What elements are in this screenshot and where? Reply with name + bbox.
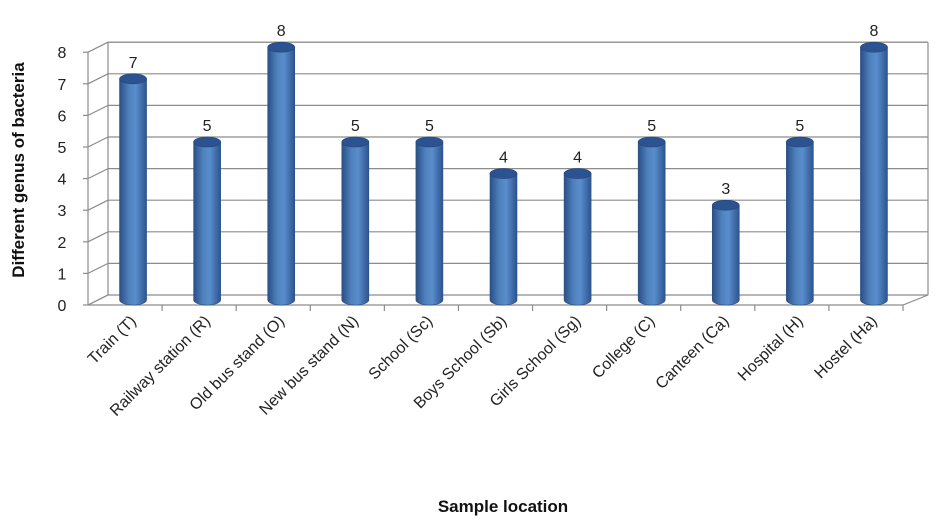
bar: [563, 168, 592, 306]
gridline-diagonal: [87, 262, 109, 274]
data-label: 3: [721, 181, 730, 198]
data-label: 5: [351, 118, 360, 135]
bar-body: [860, 46, 888, 306]
gridline-diagonal: [87, 231, 109, 243]
data-label: 4: [499, 150, 508, 167]
bar-top: [637, 136, 666, 148]
bar: [267, 41, 296, 306]
bar: [415, 136, 444, 306]
x-tick-label: Canteen (Ca): [653, 313, 733, 393]
gridline-diagonal: [87, 73, 109, 85]
y-axis-title: Different genus of bacteria: [9, 62, 28, 278]
bar: [119, 73, 147, 306]
gridline-diagonal: [87, 199, 109, 211]
bar-body: [711, 204, 740, 306]
x-tick-label: Train (T): [85, 313, 140, 368]
data-label: 4: [573, 150, 582, 167]
bars: [119, 41, 888, 306]
bar-top: [119, 73, 147, 85]
bar-top: [341, 136, 370, 148]
bar-body: [193, 141, 221, 306]
data-label: 8: [870, 23, 879, 40]
gridline-diagonal: [87, 136, 109, 148]
bar: [860, 41, 888, 306]
floor: [87, 294, 929, 306]
x-tick-label: Hostel (Ha): [812, 313, 881, 382]
bar: [341, 136, 370, 306]
y-tick-label: 8: [58, 45, 67, 62]
axes: 0 1 2 3 4 5 6 7 8: [58, 45, 904, 315]
y-tick-label: 1: [58, 266, 67, 283]
y-tick-label: 3: [58, 203, 67, 220]
gridline-diagonal: [87, 41, 109, 53]
bar-body: [341, 141, 370, 306]
bar-body: [489, 173, 518, 306]
bar-body: [637, 141, 666, 306]
x-tick-label: College (C): [589, 313, 658, 382]
y-tick-label: 2: [58, 235, 67, 252]
bar-body: [119, 78, 147, 306]
data-label: 5: [203, 118, 212, 135]
x-tick-label: Hospital (H): [735, 313, 807, 385]
bar-top: [489, 168, 518, 179]
x-axis-title: Sample location: [438, 497, 568, 516]
gridline-diagonal: [87, 104, 109, 116]
y-tick-label: 6: [58, 108, 67, 125]
bar: [637, 136, 666, 306]
bar-body: [563, 173, 592, 306]
bar-top: [415, 136, 444, 148]
bar-top: [786, 136, 814, 148]
y-tick-label: 7: [58, 77, 67, 94]
bar-top: [711, 199, 740, 211]
bar: [193, 136, 221, 306]
bar: [786, 136, 814, 306]
x-tick-label: School (Sc): [366, 313, 437, 384]
bar-body: [786, 141, 814, 306]
y-tick-label: 0: [58, 298, 67, 315]
data-label: 5: [425, 118, 434, 135]
data-label: 5: [647, 118, 656, 135]
bar-body: [267, 46, 296, 306]
data-label: 5: [795, 118, 804, 135]
bar-body: [415, 141, 444, 306]
bar-top: [563, 168, 592, 179]
bar-top: [193, 136, 221, 148]
bar: [711, 199, 740, 306]
y-tick-label: 4: [58, 172, 67, 189]
bar-top: [267, 41, 296, 53]
gridline-diagonal: [87, 168, 109, 180]
bar: [489, 168, 518, 306]
gridlines: [87, 41, 929, 306]
data-label: 8: [277, 23, 286, 40]
bar-top: [860, 41, 888, 53]
y-tick-label: 5: [58, 140, 67, 157]
data-label: 7: [129, 55, 138, 72]
